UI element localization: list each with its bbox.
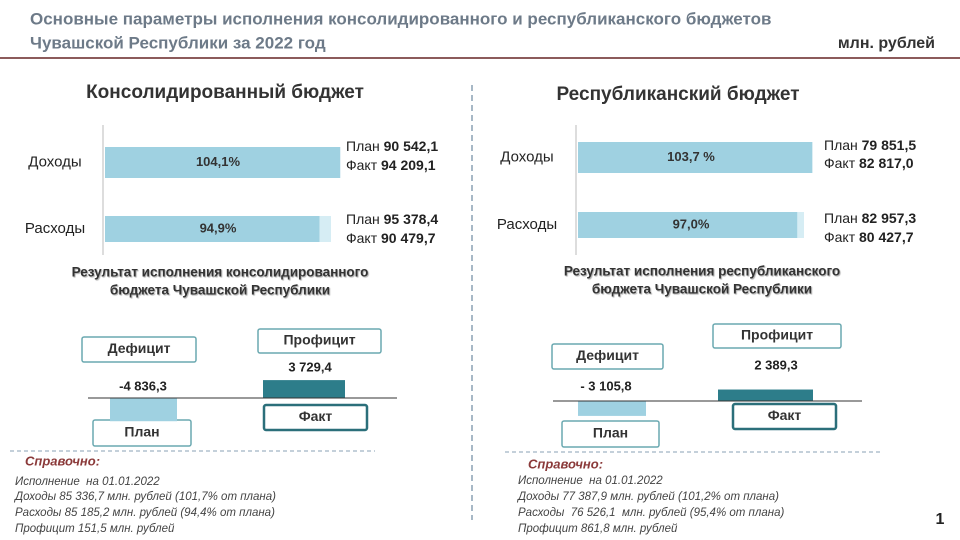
amount-line: Факт 82 817,0 [824, 155, 914, 171]
amount-line: План 79 851,5 [824, 137, 916, 153]
deficit-box-label: Дефицит [576, 347, 639, 363]
deficit-bar [578, 401, 646, 416]
row-label: Расходы [497, 216, 557, 233]
amount-caption: План [824, 210, 858, 226]
percent-label: 94,9% [200, 220, 237, 235]
amount-value: 90 542,1 [384, 138, 439, 154]
plan-box-label: План [593, 425, 628, 441]
note-line: Профицит 151,5 млн. рублей [15, 523, 175, 535]
amount-line: План 95 378,4 [346, 211, 438, 227]
surplus-value: 2 389,3 [754, 357, 797, 372]
fact-box [731, 402, 838, 431]
amount-value: 79 851,5 [862, 137, 917, 153]
amount-caption: План [824, 137, 858, 153]
note-line: Исполнение на 01.01.2022 [15, 476, 160, 488]
percent-bar [105, 147, 341, 178]
deficit-value: -4 836,3 [119, 378, 167, 393]
amount-value: 95 378,4 [384, 211, 439, 227]
percent-bar [105, 216, 320, 242]
amount-line: Факт 80 427,7 [824, 229, 914, 245]
percent-bar [578, 142, 813, 173]
panel-title: Консолидированный бюджет [86, 82, 364, 103]
row-label: Доходы [28, 153, 81, 170]
title-line-1: Основные параметры исполнения консолидир… [30, 9, 771, 28]
percent-label: 97,0% [673, 216, 710, 231]
percent-label: 104,1% [196, 154, 241, 169]
deficit-value: - 3 105,8 [580, 378, 631, 393]
row-label: Расходы [25, 220, 85, 237]
deficit-box-label: Дефицит [108, 340, 171, 356]
fact-box [262, 403, 369, 432]
note-line: Доходы 77 387,9 млн. рублей (101,2% от п… [516, 491, 779, 503]
surplus-box [257, 328, 382, 354]
note-line: Расходы 85 185,2 млн. рублей (94,4% от п… [15, 507, 275, 519]
page-number: 1 [936, 511, 945, 528]
percent-bar [578, 212, 798, 238]
result-title: бюджета Чувашской Республики [592, 282, 812, 297]
amount-caption: Факт [346, 230, 378, 246]
amount-line: План 82 957,3 [824, 210, 916, 226]
amount-value: 80 427,7 [859, 229, 914, 245]
units: млн. рублей [838, 35, 935, 52]
amount-value: 82 817,0 [859, 155, 914, 171]
amount-line: План 90 542,1 [346, 138, 438, 154]
fact-box-label: Факт [299, 408, 333, 424]
row-label: Доходы [500, 148, 553, 165]
amount-value: 82 957,3 [862, 210, 917, 226]
amount-line: Факт 94 209,1 [346, 157, 436, 173]
amount-caption: Факт [824, 155, 856, 171]
amount-value: 94 209,1 [381, 157, 436, 173]
fact-box-label: Факт [768, 407, 802, 423]
title-line-2: Чувашской Республики за 2022 год [30, 33, 326, 52]
notes-title: Справочно: [528, 456, 603, 471]
plan-box-label: План [124, 424, 159, 440]
percent-label: 103,7 % [667, 149, 715, 164]
panel-title: Республиканский бюджет [556, 84, 799, 105]
notes-title: Справочно: [25, 453, 100, 468]
plan-box [561, 420, 660, 448]
surplus-box [712, 323, 842, 349]
amount-value: 90 479,7 [381, 230, 436, 246]
amount-caption: План [346, 138, 380, 154]
surplus-value: 3 729,4 [288, 359, 332, 374]
note-line: Доходы 85 336,7 млн. рублей (101,7% от п… [13, 491, 276, 503]
deficit-bar [110, 398, 177, 422]
amount-caption: Факт [346, 157, 378, 173]
surplus-box-label: Профицит [741, 327, 813, 343]
amount-caption: Факт [824, 229, 856, 245]
note-line: Исполнение на 01.01.2022 [518, 475, 663, 487]
note-line: Расходы 76 526,1 млн. рублей (95,4% от п… [518, 507, 784, 519]
note-line: Профицит 861,8 млн. рублей [518, 523, 678, 535]
surplus-bar [263, 380, 345, 398]
amount-caption: План [346, 211, 380, 227]
deficit-box [81, 336, 197, 363]
result-title: бюджета Чувашской Республики [110, 283, 330, 298]
surplus-bar [718, 389, 813, 401]
amount-line: Факт 90 479,7 [346, 230, 436, 246]
surplus-box-label: Профицит [283, 332, 355, 348]
result-title: Результат исполнения консолидированного [72, 265, 369, 280]
result-title: Результат исполнения республиканского [564, 264, 840, 279]
deficit-box [551, 343, 664, 370]
